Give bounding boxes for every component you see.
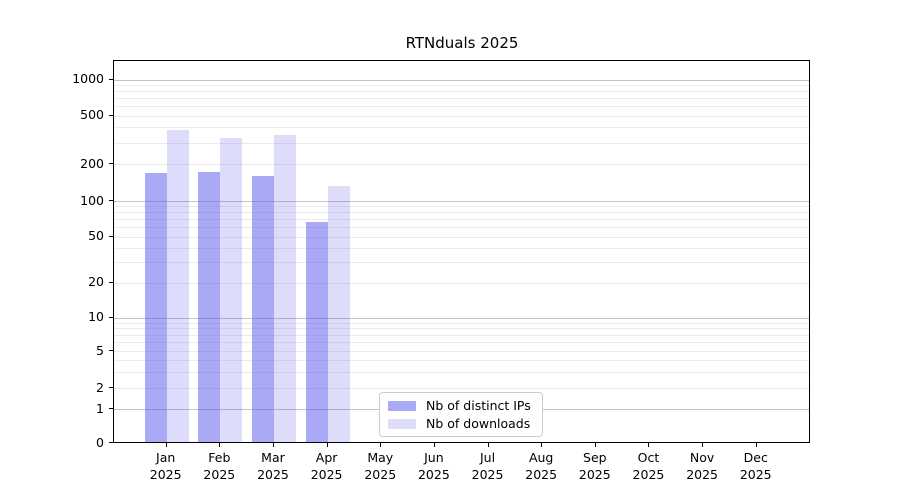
y-tick	[109, 78, 113, 80]
gridline-minor	[114, 127, 809, 129]
y-tick	[109, 408, 113, 410]
x-tick-label: Jul 2025	[471, 450, 504, 482]
gridline-minor	[114, 206, 809, 208]
legend-label-distinct-ips: Nb of distinct IPs	[426, 398, 531, 413]
y-tick	[109, 281, 113, 283]
x-tick	[648, 443, 650, 447]
y-tick-label: 0	[96, 434, 104, 450]
gridline-minor	[114, 360, 809, 362]
y-tick-label: 1000	[72, 71, 104, 87]
bar-mar-downloads	[273, 134, 296, 442]
x-tick	[487, 443, 489, 447]
bar-jan-downloads	[166, 130, 189, 442]
chart-title: RTNduals 2025	[405, 34, 519, 52]
x-tick	[165, 443, 167, 447]
gridline-major	[114, 317, 809, 319]
x-tick	[755, 443, 757, 447]
x-tick	[702, 443, 704, 447]
y-tick-label: 100	[80, 192, 104, 208]
x-tick-label: Jun 2025	[417, 450, 450, 482]
y-tick	[109, 235, 113, 237]
legend: Nb of distinct IPs Nb of downloads	[379, 392, 543, 437]
legend-swatch-distinct-ips	[388, 400, 416, 411]
y-tick-label: 2	[96, 379, 104, 395]
x-tick-label: Dec 2025	[739, 450, 772, 482]
gridline-minor	[114, 85, 809, 87]
gridline-minor	[114, 115, 809, 117]
gridline-minor	[114, 227, 809, 229]
y-tick	[109, 114, 113, 116]
bar-jan-distinct-ips	[144, 173, 167, 442]
y-tick-label: 500	[80, 107, 104, 122]
y-tick	[109, 163, 113, 164]
y-tick	[109, 316, 113, 318]
x-tick	[433, 443, 435, 447]
x-tick	[380, 443, 382, 447]
gridline-major	[114, 79, 809, 81]
y-tick-label: 50	[88, 228, 104, 243]
x-tick-label: Oct 2025	[632, 450, 665, 482]
gridline-minor	[114, 142, 809, 144]
legend-item-distinct-ips: Nb of distinct IPs	[386, 398, 536, 413]
gridline-minor	[114, 342, 809, 344]
x-tick-label: Aug 2025	[525, 450, 558, 482]
x-tick	[594, 443, 596, 447]
gridline-minor	[114, 262, 809, 264]
gridline-minor	[114, 328, 809, 330]
x-tick	[219, 443, 221, 447]
y-tick-label: 1	[96, 400, 104, 416]
gridline-minor	[114, 98, 809, 100]
gridline-minor	[114, 106, 809, 108]
plot-area	[113, 60, 810, 443]
gridline-minor	[114, 219, 809, 221]
bar-mar-distinct-ips	[251, 175, 274, 442]
bar-feb-downloads	[220, 138, 243, 442]
y-tick-label: 200	[80, 155, 104, 171]
gridline-minor	[114, 236, 809, 238]
legend-item-downloads: Nb of downloads	[386, 416, 536, 431]
gridline-major	[114, 201, 809, 202]
gridline-minor	[114, 334, 809, 336]
gridline-minor	[114, 388, 809, 390]
x-tick-label: Sep 2025	[578, 450, 611, 482]
y-tick	[109, 442, 113, 443]
y-tick	[109, 350, 113, 351]
gridline-minor	[114, 247, 809, 249]
x-tick-label: Jan 2025	[149, 450, 182, 482]
y-tick-label: 10	[88, 309, 104, 325]
gridline-minor	[114, 164, 809, 165]
x-tick	[541, 443, 543, 447]
gridline-minor	[114, 212, 809, 214]
bar-apr-distinct-ips	[305, 222, 328, 442]
x-tick-label: Nov 2025	[686, 450, 718, 482]
gridline-minor	[114, 371, 809, 373]
y-tick-label: 20	[88, 274, 104, 289]
legend-label-downloads: Nb of downloads	[426, 416, 531, 431]
gridline-minor	[114, 322, 809, 324]
bar-feb-distinct-ips	[198, 171, 221, 442]
x-tick-label: Apr 2025	[310, 450, 343, 482]
x-tick-label: May 2025	[364, 450, 397, 482]
x-tick-label: Feb 2025	[203, 450, 236, 482]
x-tick	[326, 443, 328, 447]
x-tick-label: Mar 2025	[257, 450, 289, 482]
bar-apr-downloads	[327, 186, 350, 442]
x-tick	[272, 443, 274, 447]
legend-swatch-downloads	[388, 418, 416, 429]
y-tick-label: 5	[96, 342, 104, 358]
gridline-minor	[114, 91, 809, 93]
y-tick	[109, 200, 113, 201]
gridline-minor	[114, 351, 809, 352]
y-tick	[109, 387, 113, 389]
gridline-minor	[114, 282, 809, 284]
